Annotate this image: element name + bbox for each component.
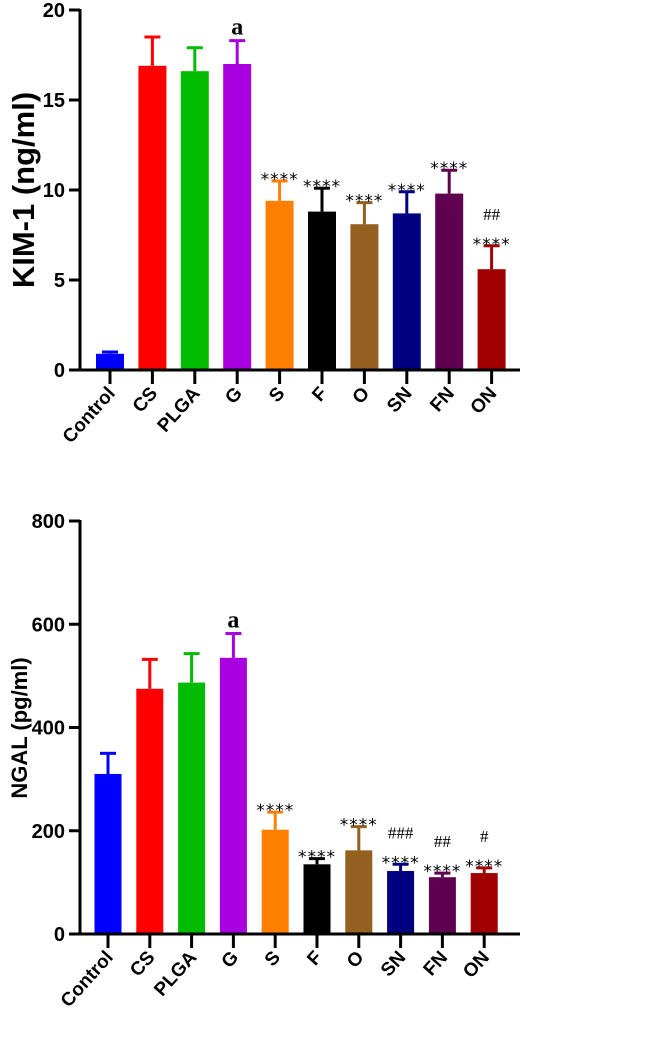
bar-o xyxy=(345,850,373,934)
y-tick-label: 0 xyxy=(54,924,65,946)
bar-cs xyxy=(138,65,167,371)
y-axis-label: NGAL (pg/ml) xyxy=(7,657,32,798)
bar-on xyxy=(477,269,506,370)
significance-label: **** xyxy=(298,848,336,868)
significance-label: **** xyxy=(473,235,511,255)
significance-label: **** xyxy=(382,853,420,873)
x-tick-label: S xyxy=(261,947,285,970)
bar-f xyxy=(308,211,336,370)
y-tick-label: 15 xyxy=(43,90,65,112)
bar-s xyxy=(261,829,289,934)
bar-fn xyxy=(428,877,456,934)
x-tick-label: SN xyxy=(377,947,410,981)
bar-plga xyxy=(178,682,206,934)
x-tick-label: SN xyxy=(383,383,416,417)
x-tick-label: Control xyxy=(59,383,120,447)
x-tick-label: O xyxy=(349,383,374,408)
y-axis-label: KIM-1 (ng/ml) xyxy=(6,92,41,288)
significance-label: **** xyxy=(430,159,468,179)
bar-f xyxy=(303,864,331,934)
significance-label: **** xyxy=(340,816,378,836)
x-tick-label: FN xyxy=(426,383,459,416)
significance-label: **** xyxy=(388,181,426,201)
x-tick-label: ON xyxy=(459,947,494,982)
y-tick-label: 10 xyxy=(43,180,65,202)
y-tick-label: 20 xyxy=(43,0,65,22)
x-tick-label: F xyxy=(308,383,331,406)
x-tick-label: PLGA xyxy=(154,383,205,436)
significance-label: a xyxy=(231,15,243,41)
y-tick-label: 600 xyxy=(32,614,65,636)
significance-label: # xyxy=(480,827,489,846)
x-tick-label: G xyxy=(221,383,246,408)
significance-label: ## xyxy=(483,205,501,224)
bar-g xyxy=(223,64,252,370)
y-tick-label: 0 xyxy=(54,360,65,382)
bar-sn xyxy=(392,213,421,370)
significance-label: **** xyxy=(256,801,294,821)
significance-label: **** xyxy=(465,857,503,877)
significance-label: a xyxy=(227,608,239,634)
bar-control xyxy=(96,353,124,370)
bar-plga xyxy=(180,71,209,370)
x-tick-label: S xyxy=(265,383,289,406)
x-tick-label: ON xyxy=(467,383,502,418)
y-tick-label: 5 xyxy=(54,270,65,292)
significance-label: ## xyxy=(434,832,452,851)
significance-label: ### xyxy=(388,823,414,842)
significance-label: **** xyxy=(345,192,383,212)
x-tick-label: O xyxy=(343,947,368,972)
x-tick-label: F xyxy=(303,947,326,970)
y-tick-label: 800 xyxy=(32,511,65,533)
bar-sn xyxy=(387,871,415,934)
x-tick-label: FN xyxy=(420,947,453,980)
bar-g xyxy=(219,657,247,934)
significance-label: **** xyxy=(303,177,341,197)
x-tick-label: CS xyxy=(126,947,159,981)
bar-fn xyxy=(435,193,464,370)
bar-o xyxy=(350,224,379,370)
x-tick-label: PLGA xyxy=(150,947,201,1000)
significance-label: **** xyxy=(261,170,299,190)
x-tick-label: CS xyxy=(129,383,162,417)
bar-s xyxy=(265,200,294,370)
significance-label: **** xyxy=(423,862,461,882)
bar-control xyxy=(94,773,122,934)
x-tick-label: G xyxy=(218,947,243,972)
bar-on xyxy=(470,873,498,934)
x-tick-label: Control xyxy=(57,947,118,1011)
y-tick-label: 200 xyxy=(32,821,65,843)
bar-cs xyxy=(136,688,164,934)
y-tick-label: 400 xyxy=(32,718,65,740)
